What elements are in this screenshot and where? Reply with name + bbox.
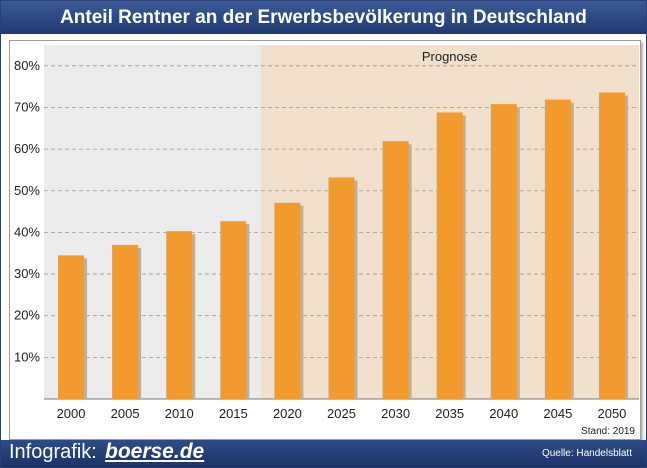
y-tick-label: 30% xyxy=(14,266,40,281)
bar xyxy=(490,104,517,399)
y-tick-label: 20% xyxy=(14,308,40,323)
bar xyxy=(166,231,193,399)
bar xyxy=(220,221,247,399)
x-tick-label: 2005 xyxy=(111,406,140,421)
stand-note: Stand: 2019 xyxy=(581,426,635,437)
x-tick-label: 2050 xyxy=(597,406,626,421)
x-tick-label: 2010 xyxy=(165,406,194,421)
x-tick-label: 2040 xyxy=(489,406,518,421)
x-tick-label: 2015 xyxy=(219,406,248,421)
infografik-label: Infografik: xyxy=(9,441,97,463)
y-tick-label: 70% xyxy=(14,99,40,114)
x-tick-label: 2025 xyxy=(327,406,356,421)
bar xyxy=(436,112,463,400)
chart-panel: 10% 20% 30% 40% 50% 60% 70% 80% Prognose 2000 2005… xyxy=(9,40,641,440)
x-tick-label: 2045 xyxy=(543,406,572,421)
brand-logo-text: boerse.de xyxy=(105,440,205,463)
bar xyxy=(58,255,85,399)
forecast-label: Prognose xyxy=(422,49,478,64)
y-tick-label: 60% xyxy=(14,141,40,156)
bar xyxy=(544,99,571,399)
chart-title: Anteil Rentner an der Erwerbsbevölkerung… xyxy=(1,1,646,34)
bar xyxy=(382,141,409,399)
y-tick-label: 50% xyxy=(14,183,40,198)
bar xyxy=(112,244,139,399)
bar xyxy=(598,92,625,399)
footer-bar: Infografik: boerse.de Quelle: Handelsbla… xyxy=(1,440,646,467)
y-tick-label: 10% xyxy=(14,349,40,364)
source-note: Quelle: Handelsblatt xyxy=(541,448,632,459)
bar-chart: 10% 20% 30% 40% 50% 60% 70% 80% Prognose 2000 2005… xyxy=(14,45,639,437)
x-tick-label: 2030 xyxy=(381,406,410,421)
x-tick-label: 2000 xyxy=(57,406,86,421)
y-tick-label: 80% xyxy=(14,58,40,73)
bar xyxy=(274,202,301,399)
bar xyxy=(328,177,355,399)
x-tick-label: 2035 xyxy=(435,406,464,421)
x-tick-label: 2020 xyxy=(273,406,302,421)
y-tick-label: 40% xyxy=(14,224,40,239)
